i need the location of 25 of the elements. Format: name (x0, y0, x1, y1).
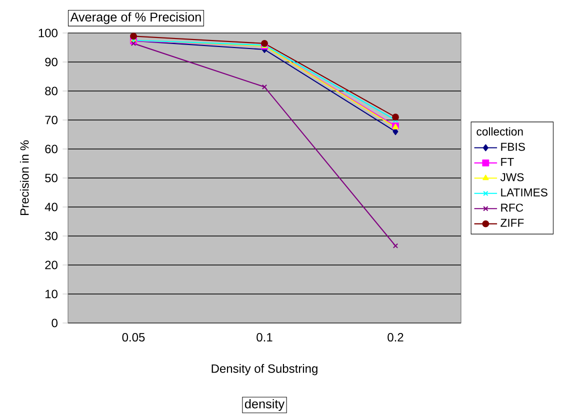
y-tick-label: 20 (45, 260, 58, 270)
y-tick-label: 70 (45, 116, 58, 124)
chart-title: Average of % Precision (70, 12, 201, 24)
y-tick-label: 30 (45, 232, 58, 240)
y-tick-label: 100 (38, 28, 58, 38)
legend-label: LATIMES (501, 188, 548, 196)
x-tick-label: 0.2 (388, 333, 404, 342)
x-axis-title: Density of Substring (212, 364, 318, 376)
y-tick-label: 40 (44, 202, 58, 212)
x-tick-label: 0.1 (256, 333, 272, 342)
x-tick-label: 0.05 (122, 333, 145, 342)
legend-title: collection (476, 127, 523, 136)
legend-label: FBIS (501, 142, 525, 151)
y-tick-label: 60 (45, 144, 58, 154)
y-tick-label: 50 (45, 174, 58, 182)
legend-label: JWS (500, 173, 524, 182)
legend-label: ZIFF (500, 218, 524, 227)
y-tick-label: 10 (46, 290, 58, 298)
legend-label: FT (501, 158, 514, 166)
y-axis-title: Precision in % (20, 140, 29, 216)
legend-label: RFC (501, 204, 524, 212)
y-tick-label: 80 (45, 86, 58, 96)
text: density (244, 399, 285, 411)
y-tick-label: 0 (52, 318, 58, 328)
y-tick-label: 90 (45, 58, 58, 66)
